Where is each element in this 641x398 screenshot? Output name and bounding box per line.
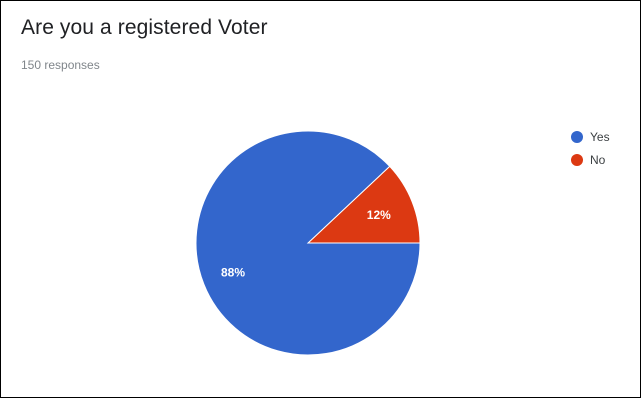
pie-slice-yes[interactable] bbox=[195, 130, 421, 356]
slice-label-yes: 88% bbox=[221, 266, 245, 280]
slice-label-no: 12% bbox=[367, 208, 391, 222]
question-title: Are you a registered Voter bbox=[21, 16, 268, 39]
pie-legend: Yes No bbox=[571, 130, 610, 167]
response-count: 150 responses bbox=[21, 58, 100, 72]
pie-slice-no[interactable] bbox=[306, 165, 421, 244]
legend-swatch-no bbox=[571, 154, 583, 166]
legend-label-no[interactable]: No bbox=[590, 153, 606, 167]
pie-labels: 12% 88% bbox=[221, 208, 391, 280]
pie-slices bbox=[195, 130, 421, 356]
legend-swatch-yes bbox=[571, 131, 583, 143]
legend-label-yes[interactable]: Yes bbox=[590, 130, 610, 144]
